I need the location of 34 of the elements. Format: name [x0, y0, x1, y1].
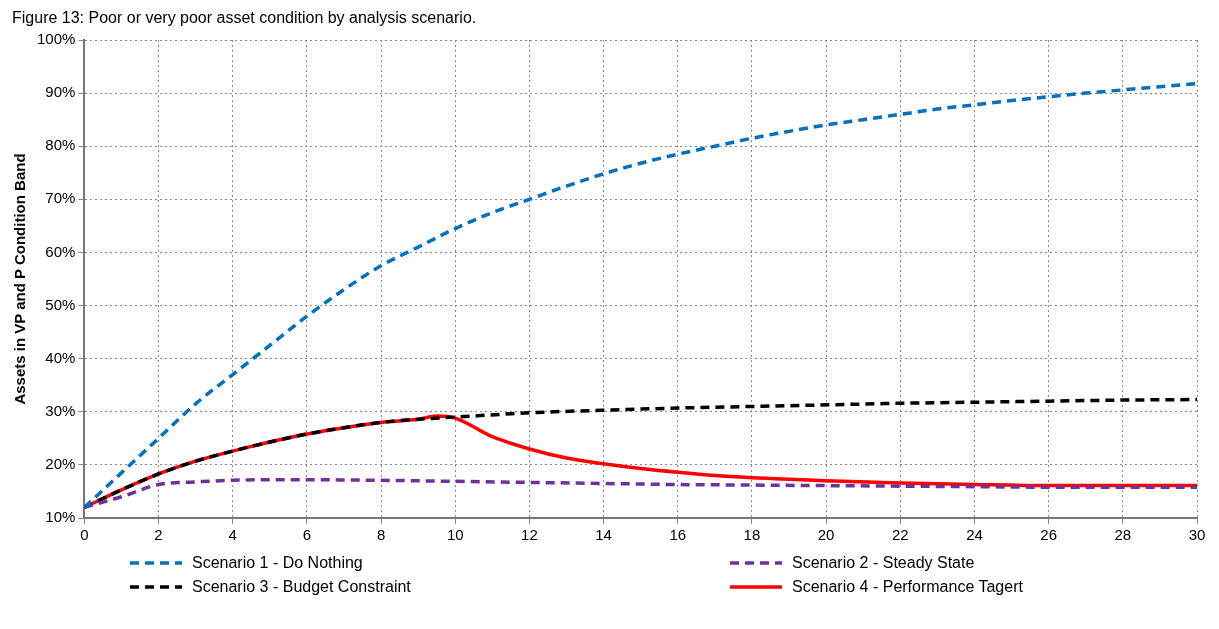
y-tick-label: 90% [45, 83, 76, 101]
y-tick-label: 20% [45, 455, 76, 473]
x-tick-label: 20 [817, 526, 835, 544]
y-tick-label: 60% [45, 242, 76, 260]
line-series [84, 81, 1197, 510]
x-tick-label: 6 [302, 526, 312, 544]
x-tick-label: 12 [521, 526, 538, 544]
x-tick-label: 24 [966, 526, 983, 544]
y-tick-label: 70% [45, 189, 76, 207]
x-tick-label: 18 [743, 526, 761, 544]
x-tick-label: 30 [1188, 526, 1206, 544]
x-tick-label: 4 [228, 526, 237, 544]
legend-label: Scenario 2 - Steady State [792, 554, 975, 572]
chart-title: Figure 13: Poor or very poor asset condition by analysis scenario. [12, 8, 478, 28]
y-tick-label: 50% [45, 295, 76, 313]
line-series [84, 478, 1197, 510]
x-tick-label: 8 [376, 526, 386, 544]
x-tick-label: 10 [446, 526, 464, 544]
x-tick-label: 14 [595, 526, 612, 544]
y-axis-title: Assets in VP and P Condition Band [11, 153, 29, 405]
y-tick-label: 30% [45, 401, 76, 419]
x-tick-label: 16 [669, 526, 687, 544]
x-tick-label: 0 [80, 526, 89, 544]
y-tick-label: 10% [45, 508, 76, 526]
legend-label: Scenario 4 - Performance Tagert [792, 578, 1023, 596]
x-tick-label: 28 [1114, 526, 1132, 544]
y-tick-label: 100% [36, 30, 76, 48]
x-tick-label: 26 [1040, 526, 1057, 544]
x-tick-label: 2 [154, 526, 163, 544]
y-tick-label: 40% [45, 348, 76, 366]
x-tick-label: 22 [891, 526, 909, 544]
y-tick-label: 80% [45, 136, 76, 154]
legend-label: Scenario 3 - Budget Constraint [192, 578, 411, 596]
legend-label: Scenario 1 - Do Nothing [192, 554, 363, 572]
